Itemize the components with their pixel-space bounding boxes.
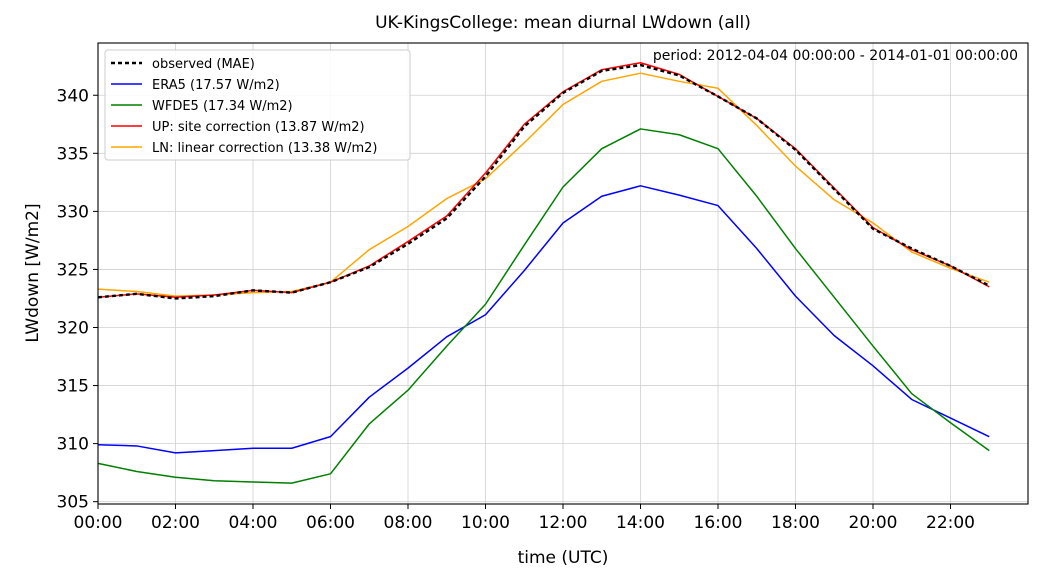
legend-label: UP: site correction (13.87 W/m2) <box>152 120 365 135</box>
y-tick-label: 320 <box>57 318 89 338</box>
x-axis: 00:00 02:00 04:00 06:00 08:00 10:00 12:00 14:00… <box>74 504 976 533</box>
series-line-1 <box>98 186 989 453</box>
y-tick-label: 305 <box>57 493 89 513</box>
legend: observed (MAE) ERA5 (17.57 W/m2) WFDE5 (17… <box>105 50 410 160</box>
x-tick-label: 14:00 <box>616 513 665 533</box>
legend-label: observed (MAE) <box>152 57 255 72</box>
x-tick-label: 10:00 <box>461 513 510 533</box>
x-tick-label: 08:00 <box>384 513 433 533</box>
y-tick-label: 340 <box>57 86 89 106</box>
x-tick-label: 00:00 <box>74 513 123 533</box>
legend-label: ERA5 (17.57 W/m2) <box>152 78 280 93</box>
x-tick-label: 16:00 <box>694 513 743 533</box>
y-tick-label: 315 <box>57 377 89 397</box>
x-axis-label: time (UTC) <box>518 548 609 568</box>
y-tick-label: 335 <box>57 144 89 164</box>
legend-label: LN: linear correction (13.38 W/m2) <box>152 141 378 156</box>
x-tick-label: 04:00 <box>229 513 278 533</box>
y-tick-label: 310 <box>57 435 89 455</box>
y-axis: 305 310 315 320 325 330 335 340 <box>57 86 98 512</box>
x-tick-label: 06:00 <box>306 513 355 533</box>
y-tick-label: 325 <box>57 260 89 280</box>
x-tick-label: 18:00 <box>771 513 820 533</box>
legend-label: WFDE5 (17.34 W/m2) <box>152 99 293 114</box>
y-tick-label: 330 <box>57 202 89 222</box>
x-tick-label: 20:00 <box>849 513 898 533</box>
chart-title: UK-KingsCollege: mean diurnal LWdown (al… <box>375 13 751 33</box>
x-tick-label: 22:00 <box>926 513 975 533</box>
period-annotation: period: 2012-04-04 00:00:00 - 2014-01-01… <box>653 48 1018 64</box>
x-tick-label: 02:00 <box>151 513 200 533</box>
y-axis-label: LWdown [W/m2] <box>23 203 43 342</box>
x-tick-label: 12:00 <box>539 513 588 533</box>
series-line-2 <box>98 129 989 483</box>
